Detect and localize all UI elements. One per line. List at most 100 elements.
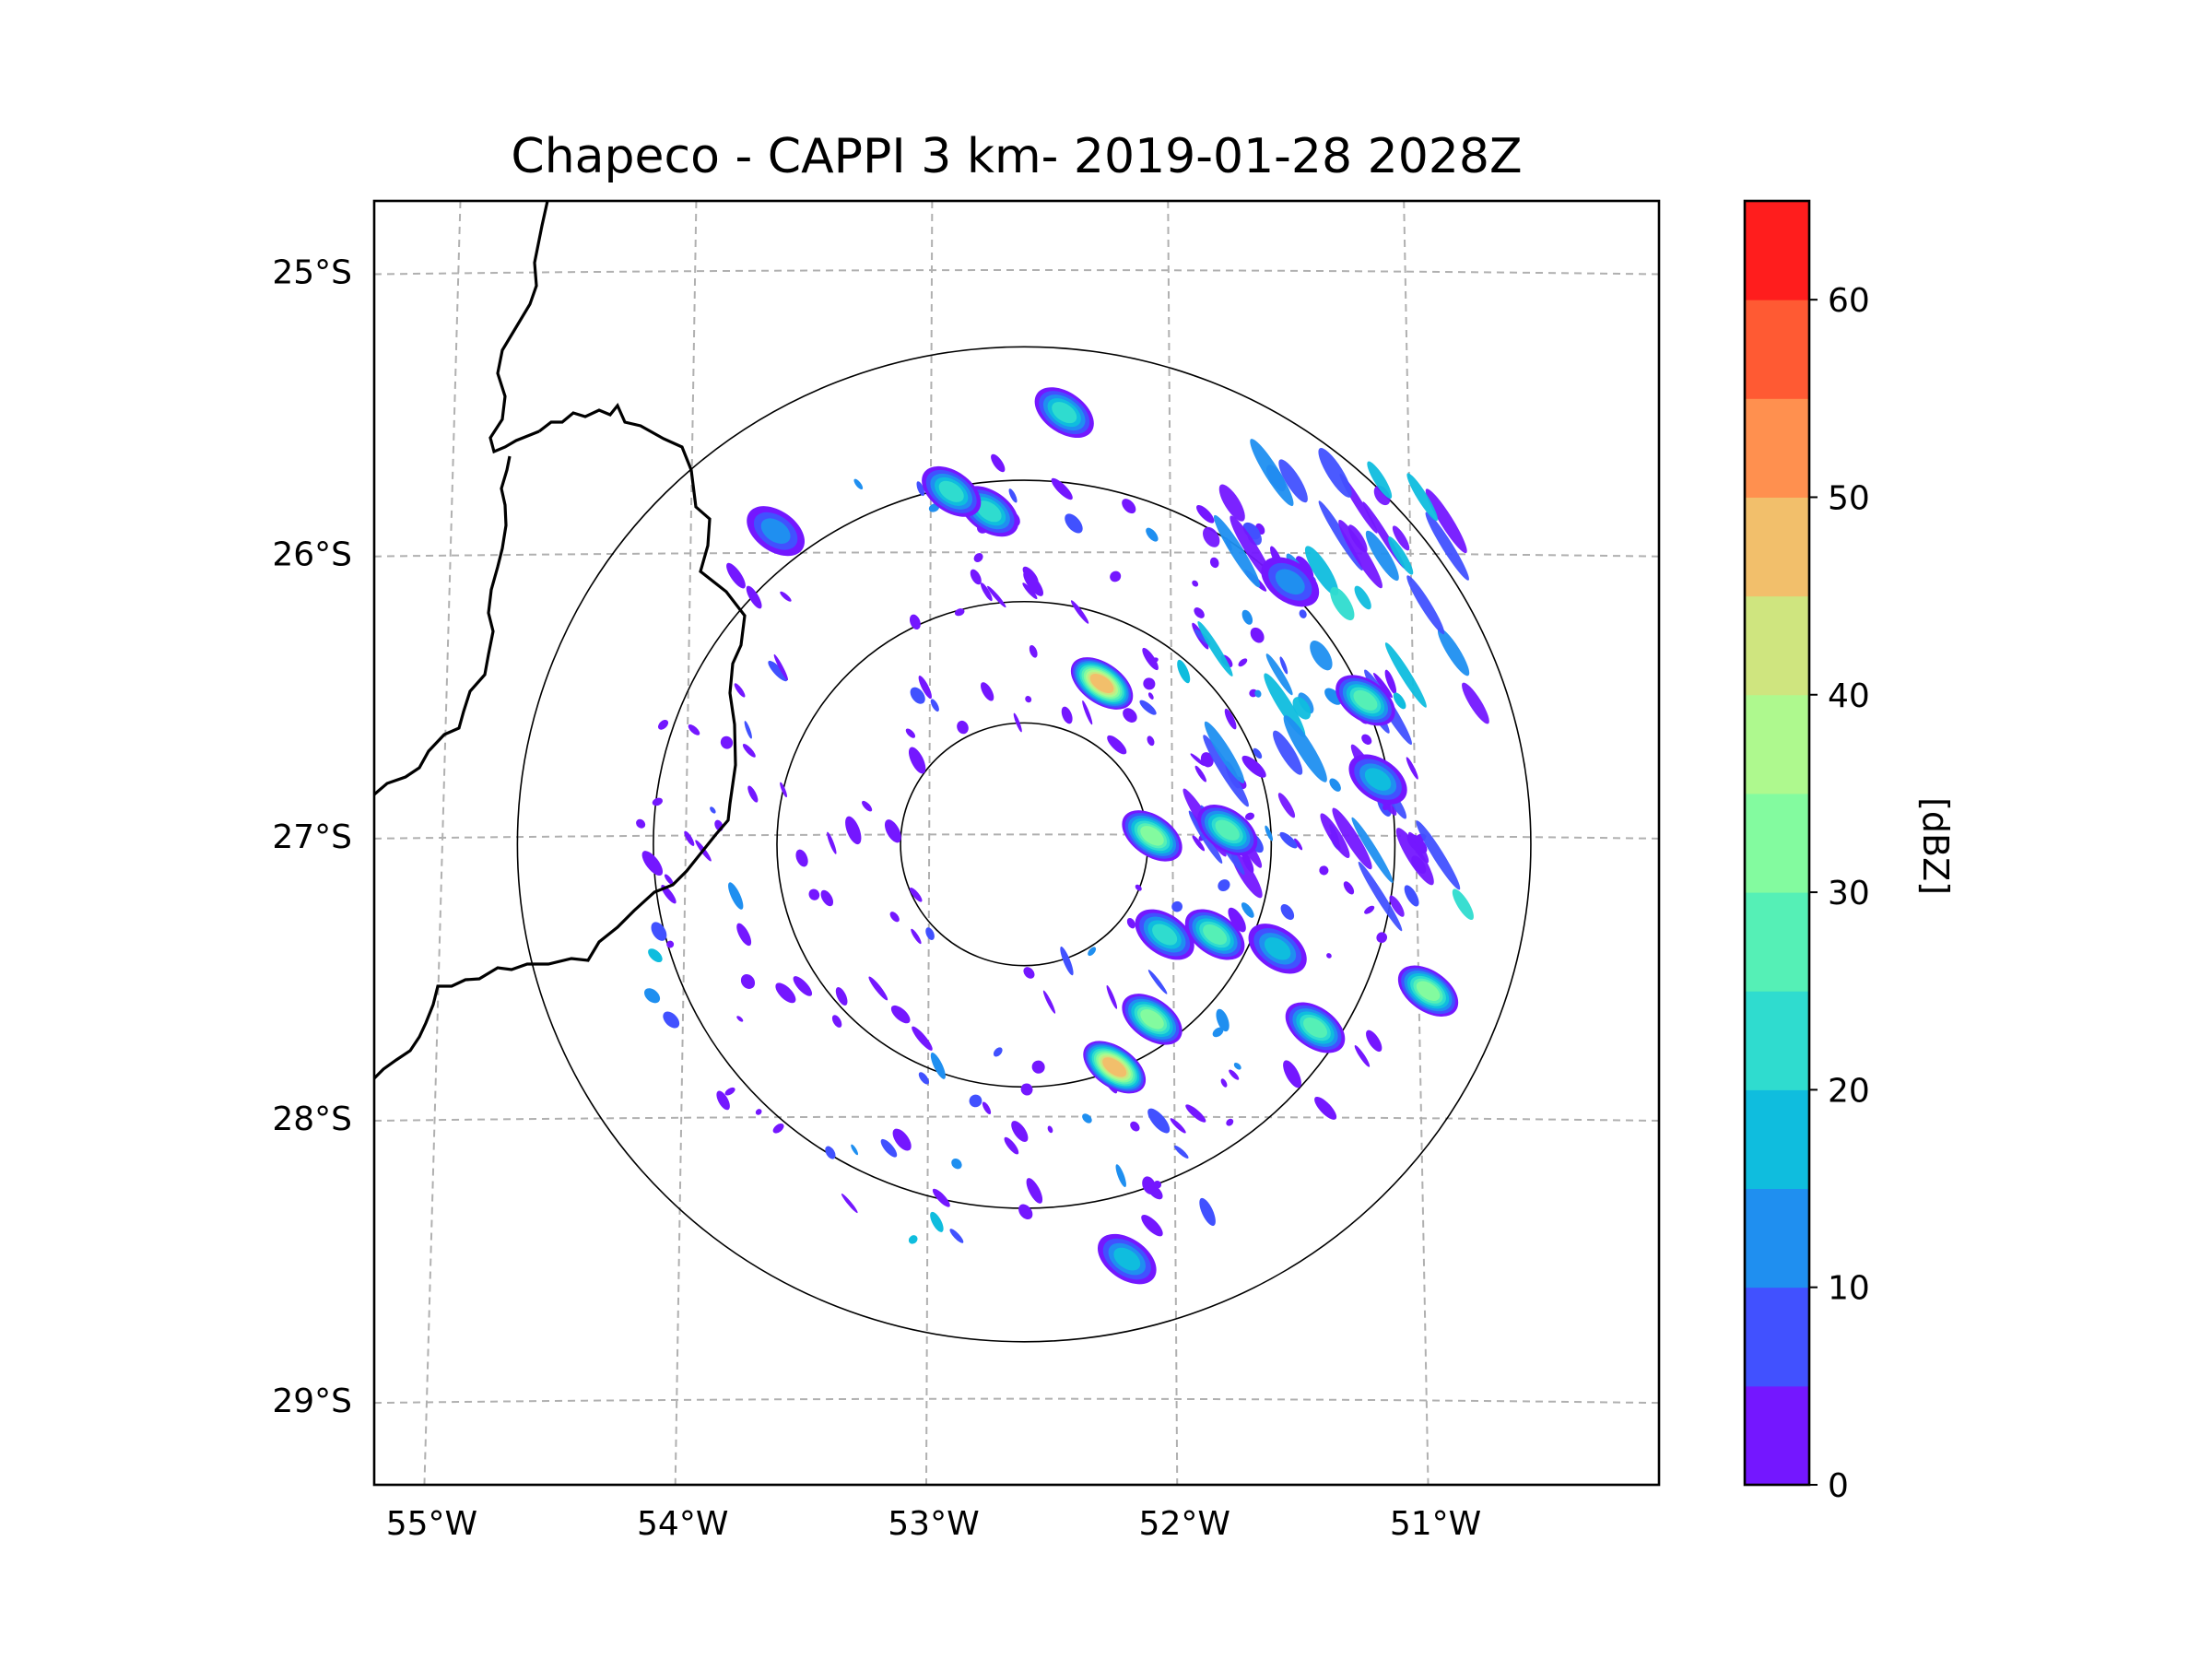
y-tick-label: 27°S: [272, 818, 352, 856]
echo-cell-contour: [1203, 924, 1228, 945]
echo-streak: [1204, 721, 1245, 783]
echo-streak: [1318, 448, 1352, 498]
echo-speck: [1135, 884, 1142, 891]
echo-cell-contour: [1275, 569, 1305, 595]
echo-speck: [973, 553, 983, 563]
echo-speck: [747, 785, 759, 803]
echo-speck: [1343, 881, 1355, 895]
echo-speck: [1130, 1121, 1140, 1132]
echo-cell-contour: [976, 500, 1002, 523]
echo-streak: [1407, 831, 1430, 864]
echo-speck: [666, 940, 675, 948]
echo-speck: [909, 888, 923, 902]
echo-streak: [1389, 895, 1405, 917]
echo-speck: [1241, 851, 1254, 874]
echo-speck: [1192, 580, 1199, 587]
echo-speck: [1018, 1204, 1033, 1220]
echo-speck: [795, 849, 808, 867]
echo-streak: [1250, 439, 1294, 507]
echo-speck: [930, 1211, 944, 1232]
echo-speck: [1110, 571, 1122, 582]
colorbar-segment: [1745, 892, 1809, 992]
colorbar-segment: [1745, 1287, 1809, 1387]
echo-speck: [831, 1015, 842, 1028]
echo-streak: [1318, 500, 1363, 571]
echo-speck: [734, 683, 746, 698]
echo-speck: [1143, 677, 1156, 690]
echo-speck: [780, 591, 792, 602]
echo-speck: [1190, 753, 1206, 767]
echo-speck: [1279, 831, 1298, 849]
echo-streak: [1367, 461, 1393, 499]
echo-speck: [1319, 865, 1329, 876]
colorbar-tick-label: 40: [1828, 677, 1870, 715]
echo-streak: [1320, 813, 1350, 858]
echo-speck: [1253, 747, 1263, 759]
echo-speck: [1147, 970, 1168, 994]
echo-streak: [1278, 459, 1308, 503]
echo-speck: [1082, 1113, 1092, 1124]
echo-speck: [916, 481, 925, 497]
echo-speck: [1372, 672, 1393, 699]
echo-streak: [1273, 730, 1303, 775]
echo-streak: [1406, 473, 1438, 522]
echo-speck: [918, 676, 932, 700]
echo-cell-contour: [1140, 1009, 1164, 1030]
echo-speck: [930, 699, 939, 712]
echo-speck: [1011, 1121, 1029, 1142]
echo-speck: [1241, 755, 1266, 778]
echo-speck: [1254, 689, 1262, 698]
echo-speck: [1008, 488, 1018, 503]
echo-speck: [987, 585, 1006, 608]
echo-cell-contour: [1353, 689, 1378, 711]
echo-speck: [1324, 688, 1342, 705]
echo-speck: [835, 987, 848, 1006]
echo-speck: [1326, 953, 1332, 959]
echo-speck: [1250, 627, 1265, 643]
echo-speck: [1192, 835, 1206, 852]
echo-streak: [1388, 536, 1414, 575]
echo-speck: [851, 1144, 859, 1156]
echo-speck: [1404, 885, 1419, 907]
echo-speck: [1228, 907, 1246, 933]
echo-cell-contour: [1364, 768, 1392, 791]
echo-speck: [1065, 513, 1083, 534]
echo-streak: [1218, 484, 1245, 522]
echo-speck: [1366, 1030, 1382, 1053]
y-tick-label: 26°S: [272, 536, 352, 574]
echo-speck: [1147, 692, 1154, 700]
echo-speck: [949, 1229, 964, 1243]
echo-speck: [880, 1138, 898, 1158]
echo-streak: [1292, 697, 1312, 720]
echo-streak: [1406, 575, 1445, 635]
echo-speck: [932, 1188, 950, 1207]
echo-speck: [925, 927, 935, 940]
colorbar-segment: [1745, 201, 1809, 300]
echo-speck: [1147, 1108, 1171, 1134]
echo-speck: [1022, 582, 1038, 600]
echo-speck: [1070, 600, 1089, 624]
colorbar-segment: [1745, 991, 1809, 1090]
echo-speck: [1088, 947, 1097, 957]
border-line-north: [488, 201, 549, 454]
colorbar: [1745, 201, 1809, 1486]
range-ring: [516, 346, 1532, 1343]
echo-speck: [641, 851, 664, 877]
echo-speck: [772, 1123, 784, 1134]
range-ring: [900, 722, 1149, 967]
echo-speck: [1233, 1063, 1241, 1070]
echo-speck: [853, 478, 864, 490]
echo-streak: [1277, 793, 1296, 818]
echo-streak: [1203, 735, 1249, 807]
echo-streak: [1395, 828, 1434, 886]
y-tick-label: 28°S: [272, 1100, 352, 1138]
echo-streak: [1338, 519, 1382, 589]
echo-speck: [1229, 1069, 1240, 1080]
echo-speck: [736, 1016, 744, 1022]
echo-streak: [1384, 642, 1427, 708]
echo-speck: [1280, 904, 1295, 921]
meridian-gridline: [924, 201, 934, 1485]
echo-speck: [982, 1101, 992, 1115]
echo-speck: [1177, 659, 1191, 684]
border-line-south: [374, 455, 512, 796]
